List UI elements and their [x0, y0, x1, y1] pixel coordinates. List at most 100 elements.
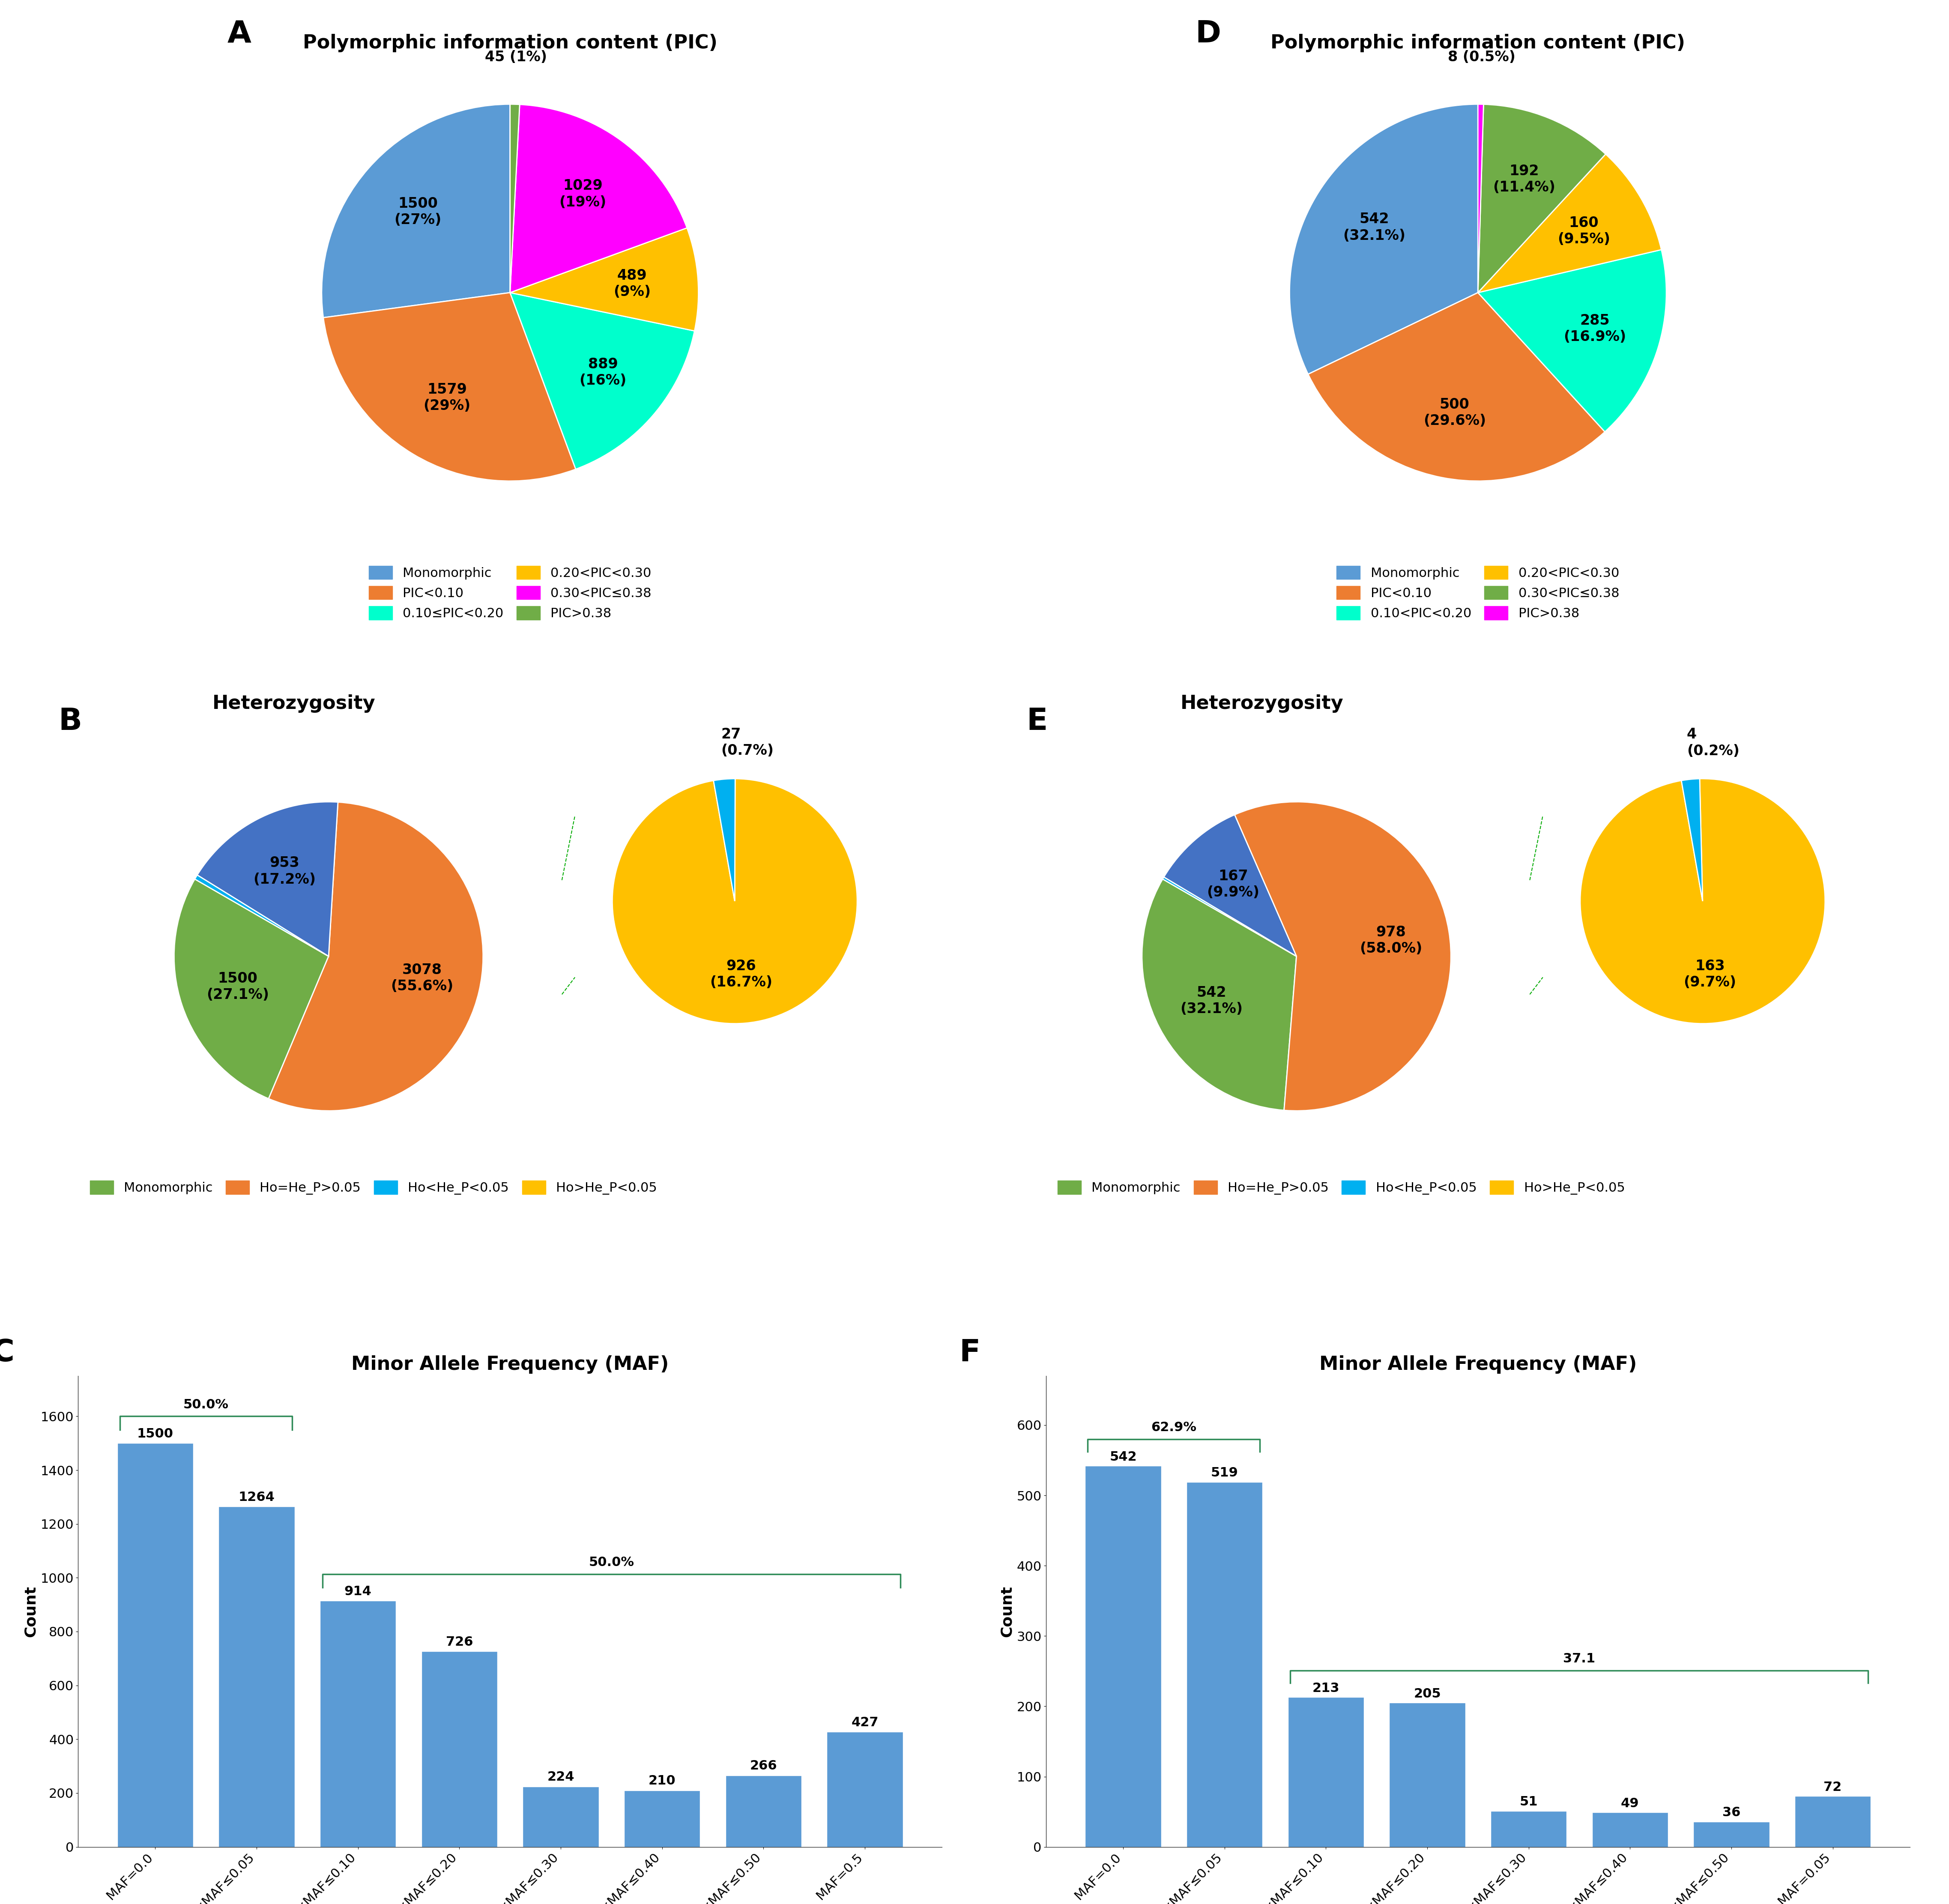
Text: 163
(9.7%): 163 (9.7%): [1684, 960, 1737, 990]
Text: 427: 427: [852, 1716, 879, 1729]
Wedge shape: [322, 105, 511, 318]
Text: 45 (1%): 45 (1%): [485, 50, 548, 65]
Text: 49: 49: [1622, 1797, 1639, 1809]
Text: D: D: [1195, 19, 1220, 50]
Title: Minor Allele Frequency (MAF): Minor Allele Frequency (MAF): [351, 1356, 669, 1375]
Text: 3078
(55.6%): 3078 (55.6%): [390, 963, 454, 994]
Wedge shape: [1682, 779, 1703, 901]
Text: C: C: [0, 1339, 14, 1367]
Bar: [320, 1601, 396, 1847]
Text: 542
(32.1%): 542 (32.1%): [1181, 986, 1243, 1017]
Text: F: F: [959, 1339, 980, 1367]
Bar: [218, 1506, 294, 1847]
Legend: Monomorphic, PIC<0.10, 0.10<PIC<0.20, 0.20<PIC<0.30, 0.30<PIC≤0.38, PIC>0.38: Monomorphic, PIC<0.10, 0.10<PIC<0.20, 0.…: [1331, 560, 1625, 625]
Text: 37.1: 37.1: [1563, 1653, 1596, 1664]
Text: 266: 266: [750, 1759, 778, 1773]
Text: 213: 213: [1312, 1681, 1339, 1695]
Wedge shape: [1164, 878, 1296, 956]
Text: 8 (0.5%): 8 (0.5%): [1448, 50, 1514, 65]
Wedge shape: [1477, 105, 1483, 293]
Text: 926
(16.7%): 926 (16.7%): [709, 960, 772, 990]
Title: Polymorphic information content (PIC): Polymorphic information content (PIC): [302, 34, 717, 51]
Title: Minor Allele Frequency (MAF): Minor Allele Frequency (MAF): [1319, 1356, 1637, 1375]
Text: Heterozygosity: Heterozygosity: [212, 695, 376, 712]
Text: 1500
(27.1%): 1500 (27.1%): [207, 971, 269, 1002]
Bar: [725, 1775, 801, 1847]
Wedge shape: [1142, 880, 1296, 1110]
Text: 36: 36: [1723, 1807, 1740, 1818]
Bar: [1288, 1696, 1364, 1847]
Wedge shape: [511, 293, 694, 468]
Text: 224: 224: [548, 1771, 575, 1784]
Text: 914: 914: [345, 1586, 372, 1597]
Wedge shape: [1477, 249, 1666, 432]
Text: E: E: [1027, 706, 1047, 737]
Bar: [1491, 1811, 1567, 1847]
Wedge shape: [1477, 105, 1606, 293]
Text: A: A: [228, 19, 251, 50]
Wedge shape: [511, 105, 520, 293]
Text: 1029
(19%): 1029 (19%): [559, 179, 606, 209]
Wedge shape: [1290, 105, 1477, 375]
Wedge shape: [1234, 802, 1450, 1110]
Text: 210: 210: [649, 1775, 676, 1788]
Text: 500
(29.6%): 500 (29.6%): [1423, 398, 1485, 428]
Text: 205: 205: [1413, 1687, 1440, 1700]
Text: 50.0%: 50.0%: [589, 1556, 633, 1569]
Text: 50.0%: 50.0%: [183, 1398, 228, 1411]
Bar: [1390, 1702, 1466, 1847]
Text: 1500: 1500: [136, 1428, 173, 1439]
Wedge shape: [269, 802, 483, 1110]
Wedge shape: [173, 880, 329, 1099]
Wedge shape: [1581, 779, 1824, 1024]
Text: 1264: 1264: [238, 1491, 275, 1504]
Legend: Monomorphic, Ho=He_P>0.05, Ho<He_P<0.05, Ho>He_P<0.05: Monomorphic, Ho=He_P>0.05, Ho<He_P<0.05,…: [84, 1175, 663, 1200]
Wedge shape: [511, 105, 686, 293]
Text: 489
(9%): 489 (9%): [614, 268, 651, 299]
Bar: [1187, 1481, 1263, 1847]
Wedge shape: [1477, 154, 1661, 293]
Text: 978
(58.0%): 978 (58.0%): [1360, 925, 1423, 956]
Text: 167
(9.9%): 167 (9.9%): [1206, 870, 1259, 901]
Text: 542: 542: [1109, 1451, 1136, 1462]
Text: B: B: [58, 706, 82, 737]
Legend: Monomorphic, PIC<0.10, 0.10≤PIC<0.20, 0.20<PIC<0.30, 0.30<PIC≤0.38, PIC>0.38: Monomorphic, PIC<0.10, 0.10≤PIC<0.20, 0.…: [363, 560, 657, 625]
Bar: [624, 1790, 700, 1847]
Wedge shape: [1164, 815, 1296, 956]
Text: 953
(17.2%): 953 (17.2%): [253, 857, 316, 887]
Text: Heterozygosity: Heterozygosity: [1181, 695, 1343, 712]
Legend: Monomorphic, Ho=He_P>0.05, Ho<He_P<0.05, Ho>He_P<0.05: Monomorphic, Ho=He_P>0.05, Ho<He_P<0.05,…: [1052, 1175, 1629, 1200]
Wedge shape: [197, 802, 337, 956]
Text: 285
(16.9%): 285 (16.9%): [1563, 314, 1625, 345]
Y-axis label: Count: Count: [23, 1586, 39, 1637]
Text: 519: 519: [1210, 1466, 1238, 1479]
Bar: [1592, 1813, 1668, 1847]
Title: Polymorphic information content (PIC): Polymorphic information content (PIC): [1271, 34, 1686, 51]
Bar: [522, 1786, 598, 1847]
Wedge shape: [612, 779, 858, 1024]
Text: 542
(32.1%): 542 (32.1%): [1343, 211, 1405, 242]
Text: 160
(9.5%): 160 (9.5%): [1557, 215, 1610, 246]
Text: 1500
(27%): 1500 (27%): [394, 196, 442, 227]
Bar: [1086, 1466, 1162, 1847]
Bar: [1694, 1822, 1770, 1847]
Text: 51: 51: [1520, 1795, 1538, 1809]
Text: 1579
(29%): 1579 (29%): [423, 383, 470, 413]
Text: 62.9%: 62.9%: [1152, 1420, 1197, 1434]
Text: 889
(16%): 889 (16%): [579, 358, 626, 388]
Wedge shape: [1308, 293, 1604, 482]
Bar: [421, 1651, 497, 1847]
Bar: [826, 1733, 902, 1847]
Text: 4
(0.2%): 4 (0.2%): [1686, 727, 1739, 758]
Bar: [117, 1443, 193, 1847]
Wedge shape: [324, 293, 575, 482]
Text: 72: 72: [1824, 1780, 1842, 1794]
Text: 192
(11.4%): 192 (11.4%): [1493, 164, 1555, 194]
Wedge shape: [195, 876, 329, 956]
Text: 27
(0.7%): 27 (0.7%): [721, 727, 774, 758]
Wedge shape: [713, 779, 735, 901]
Y-axis label: Count: Count: [1000, 1586, 1013, 1637]
Text: 726: 726: [446, 1636, 474, 1649]
Bar: [1795, 1795, 1871, 1847]
Wedge shape: [511, 228, 698, 331]
